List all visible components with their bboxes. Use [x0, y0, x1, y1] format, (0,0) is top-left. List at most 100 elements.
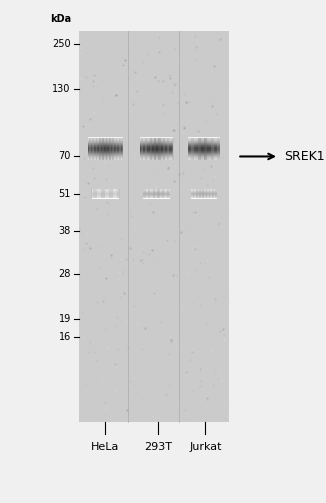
Bar [157, 138, 158, 160]
Bar [214, 138, 215, 160]
Bar [118, 138, 119, 160]
Bar [198, 190, 199, 199]
Bar [156, 138, 157, 160]
Bar [163, 190, 164, 199]
Bar [119, 138, 120, 160]
Bar [98, 138, 99, 160]
Bar [154, 190, 155, 199]
Bar [145, 190, 146, 199]
Bar [113, 190, 114, 199]
Bar [102, 190, 103, 199]
Bar [197, 138, 198, 160]
Bar [97, 138, 98, 160]
Bar [154, 138, 155, 160]
Bar [199, 190, 200, 199]
Bar [156, 190, 157, 199]
Bar [188, 138, 189, 160]
Bar [117, 190, 118, 199]
Bar [122, 138, 123, 160]
Bar [89, 138, 90, 160]
Bar [114, 138, 115, 160]
Bar [213, 190, 214, 199]
Bar [112, 138, 113, 160]
Bar [158, 190, 159, 199]
Bar [207, 190, 208, 199]
Bar [118, 190, 119, 199]
Bar [156, 190, 157, 199]
Bar [105, 138, 106, 160]
Bar [108, 138, 109, 160]
Bar [148, 190, 149, 199]
Bar [168, 190, 169, 199]
Bar [149, 190, 150, 199]
Bar [198, 138, 199, 160]
Bar [144, 190, 145, 199]
Bar [158, 190, 159, 199]
Bar [210, 138, 211, 160]
Text: HeLa: HeLa [91, 442, 120, 452]
Bar [159, 138, 160, 160]
Bar [96, 138, 97, 160]
Bar [165, 190, 166, 199]
Bar [209, 190, 210, 199]
Bar [100, 138, 101, 160]
Bar [166, 138, 167, 160]
Bar [157, 190, 158, 199]
Bar [162, 190, 163, 199]
Bar [204, 138, 205, 160]
Bar [102, 190, 103, 199]
Bar [209, 190, 210, 199]
Bar [215, 190, 216, 199]
Bar [117, 138, 118, 160]
Bar [162, 138, 163, 160]
Bar [99, 138, 100, 160]
Bar [166, 190, 167, 199]
Bar [112, 190, 113, 199]
Bar [93, 138, 94, 160]
Bar [216, 190, 217, 199]
Bar [159, 138, 160, 160]
Bar [211, 138, 212, 160]
Bar [105, 190, 106, 199]
Bar [151, 138, 152, 160]
Bar [94, 190, 95, 199]
Bar [117, 190, 118, 199]
Text: Jurkat: Jurkat [189, 442, 222, 452]
Bar [163, 138, 164, 160]
Bar [191, 190, 192, 199]
Text: 51: 51 [58, 189, 71, 199]
Bar [146, 138, 147, 160]
Bar [116, 190, 117, 199]
Bar [91, 138, 92, 160]
Bar [89, 138, 90, 160]
Bar [95, 138, 96, 160]
Bar [193, 190, 194, 199]
Bar [105, 190, 106, 199]
Bar [92, 190, 93, 199]
Bar [155, 138, 156, 160]
Bar [168, 190, 169, 199]
Bar [95, 138, 96, 160]
Bar [156, 138, 157, 160]
Bar [194, 138, 195, 160]
Bar [160, 138, 161, 160]
Bar [171, 138, 172, 160]
Bar [164, 190, 165, 199]
Bar [162, 190, 163, 199]
Bar [194, 190, 195, 199]
Bar [169, 138, 170, 160]
Bar [142, 138, 143, 160]
Bar [99, 190, 100, 199]
Bar [111, 138, 112, 160]
Bar [119, 190, 120, 199]
Bar [211, 190, 212, 199]
Bar [100, 138, 101, 160]
Bar [169, 190, 170, 199]
Bar [150, 138, 151, 160]
Bar [111, 138, 112, 160]
Bar [215, 190, 216, 199]
Bar [195, 138, 196, 160]
Bar [107, 190, 108, 199]
Bar [203, 138, 204, 160]
Bar [201, 138, 202, 160]
